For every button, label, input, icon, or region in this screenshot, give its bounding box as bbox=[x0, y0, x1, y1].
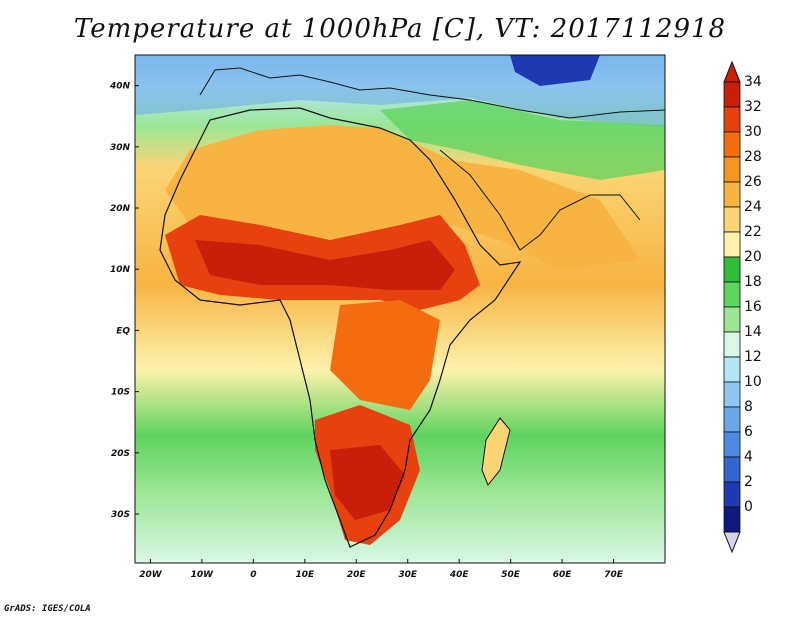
madagascar-outline bbox=[481, 417, 511, 486]
colorbar-label: 16 bbox=[744, 299, 762, 315]
lat-label: 10S bbox=[111, 388, 130, 398]
colorbar-swatch bbox=[723, 231, 741, 258]
colorbar-label: 26 bbox=[744, 174, 762, 190]
lon-label: 0 bbox=[250, 570, 256, 580]
colorbar-label: 20 bbox=[744, 249, 762, 265]
colorbar-label: 30 bbox=[744, 124, 762, 140]
longitude-labels: 20W 10W 0 10E 20E 30E 40E 50E 60E 70E bbox=[139, 559, 624, 580]
arctic-cold-field bbox=[510, 55, 600, 86]
colorbar-label: 32 bbox=[744, 99, 762, 115]
colorbar-swatch bbox=[723, 506, 741, 533]
lon-label: 50E bbox=[501, 570, 521, 580]
lon-label: 10W bbox=[191, 570, 215, 580]
colorbar-swatch bbox=[723, 156, 741, 183]
colorbar-swatch bbox=[723, 456, 741, 483]
lat-label: 40N bbox=[109, 82, 131, 92]
lon-label: 70E bbox=[604, 570, 624, 580]
lon-label: 60E bbox=[553, 570, 573, 580]
kalahari-core-field bbox=[330, 445, 405, 520]
colorbar-swatch bbox=[723, 206, 741, 233]
lat-label: 30N bbox=[110, 143, 131, 153]
colorbar-label: 24 bbox=[744, 199, 762, 215]
lon-label: 30E bbox=[398, 570, 418, 580]
colorbar-label: 22 bbox=[744, 224, 762, 240]
lon-label: 20E bbox=[347, 570, 367, 580]
colorbar-label: 14 bbox=[744, 324, 762, 340]
colorbar-swatch bbox=[723, 331, 741, 358]
colorbar-label: 2 bbox=[744, 474, 753, 490]
colorbar-swatch bbox=[723, 431, 741, 458]
colorbar-label: 18 bbox=[744, 274, 762, 290]
lat-label: 30S bbox=[111, 510, 130, 520]
north-africa-field bbox=[165, 125, 520, 240]
arabia-outline bbox=[439, 149, 641, 251]
colorbar-swatch bbox=[723, 406, 741, 433]
lon-label: 40E bbox=[449, 570, 470, 580]
colorbar-swatch bbox=[723, 356, 741, 383]
east-africa-field bbox=[330, 300, 440, 410]
colorbar-swatch bbox=[723, 256, 741, 283]
map-frame bbox=[134, 54, 666, 564]
colorbar-label: 8 bbox=[744, 399, 753, 415]
colorbar-swatch bbox=[723, 481, 741, 508]
colorbar-swatch bbox=[723, 131, 741, 158]
colorbar-min-arrow bbox=[723, 531, 741, 554]
lon-label: 10E bbox=[295, 570, 315, 580]
lat-label: 20N bbox=[110, 204, 131, 214]
sahel-core-field bbox=[195, 240, 455, 290]
latitude-labels: 40N 30N 20N 10N EQ 10S 20S 30S bbox=[109, 82, 139, 520]
africa-outline bbox=[159, 107, 522, 548]
temperature-map: 40N 30N 20N 10N EQ 10S 20S 30S 20W 10W 0 10E 20E 30E… bbox=[109, 54, 762, 580]
lat-label: 10N bbox=[110, 265, 131, 275]
colorbar-swatch bbox=[723, 281, 741, 308]
middle-east-green-field bbox=[380, 100, 665, 180]
colorbar-swatch bbox=[723, 106, 741, 133]
colorbar-swatch bbox=[723, 181, 741, 208]
colorbar-swatch bbox=[723, 306, 741, 333]
colorbar-max-arrow bbox=[723, 60, 741, 83]
colorbar-label: 28 bbox=[744, 149, 762, 165]
grads-credit: GrADS: IGES/COLA bbox=[4, 604, 91, 614]
lat-label: EQ bbox=[116, 326, 130, 336]
colorbar-label: 4 bbox=[744, 449, 753, 465]
colorbar-label: 6 bbox=[744, 424, 753, 440]
map-title: Temperature at 1000hPa [C], VT: 20171129… bbox=[73, 14, 727, 44]
colorbar-label: 34 bbox=[744, 74, 762, 90]
europe-coast-outline bbox=[199, 67, 665, 119]
lon-label: 20W bbox=[139, 570, 163, 580]
colorbar-swatch bbox=[723, 381, 741, 408]
colorbar-label: 0 bbox=[744, 499, 753, 515]
colorbar-label: 12 bbox=[744, 349, 762, 365]
lat-label: 20S bbox=[111, 449, 130, 459]
colorbar-label: 10 bbox=[744, 374, 762, 390]
arabia-field bbox=[450, 160, 640, 270]
colorbar-swatch bbox=[723, 81, 741, 108]
